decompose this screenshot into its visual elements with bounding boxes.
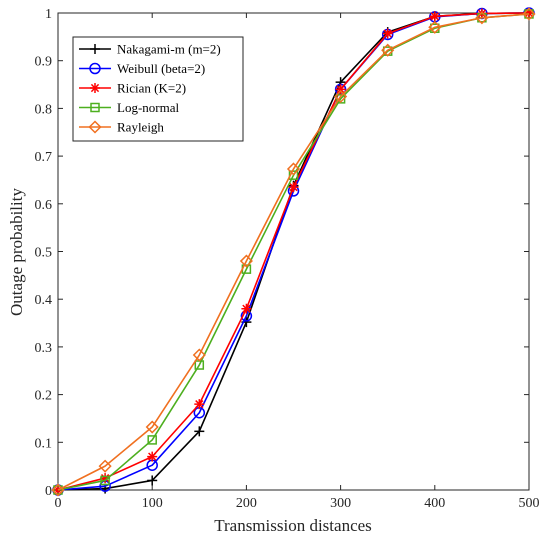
data-point	[192, 348, 206, 362]
legend-label: Nakagami-m (m=2)	[117, 42, 221, 57]
legend: Nakagami-m (m=2) Weibull (beta=2) Rician (…	[72, 36, 244, 142]
legend-box	[72, 36, 244, 142]
x-tick-label: 300	[330, 496, 351, 511]
data-point	[239, 254, 253, 268]
data-point	[98, 459, 112, 473]
y-tick-label: 1	[45, 7, 52, 22]
series-layer	[51, 7, 536, 497]
data-point	[428, 20, 442, 34]
x-tick-label: 0	[55, 496, 62, 511]
y-axis-label: Outage probability	[7, 188, 26, 316]
data-point	[194, 399, 205, 410]
data-point	[475, 11, 489, 25]
y-tick-label: 0.2	[35, 389, 53, 404]
legend-marker	[89, 62, 101, 75]
y-tick-label: 0.1	[35, 436, 53, 451]
y-tick-label: 0.9	[35, 55, 53, 70]
legend-label: Weibull (beta=2)	[117, 61, 205, 76]
y-tick-label: 0.4	[35, 293, 53, 308]
x-axis-label: Transmission distances	[214, 516, 372, 535]
data-point	[288, 182, 299, 193]
legend-marker	[90, 102, 100, 113]
data-point	[382, 28, 393, 39]
axis-ticks: 0 100 200 300 400 500 0 0.1 0.2 0.3 0.4 0.5 0.6 0.7 0.…	[35, 7, 540, 511]
legend-entry: Rician (K=2)	[79, 81, 186, 96]
y-tick-label: 0	[45, 484, 52, 499]
y-tick-label: 0.3	[35, 341, 53, 356]
data-point	[51, 483, 65, 497]
data-point	[286, 162, 301, 176]
data-point	[194, 426, 205, 437]
legend-label: Log-normal	[117, 100, 179, 115]
data-point	[334, 89, 348, 104]
x-tick-label: 400	[424, 496, 445, 511]
legend-marker	[90, 83, 100, 93]
data-point	[147, 451, 158, 462]
x-tick-label: 500	[519, 496, 540, 511]
x-tick-label: 200	[236, 496, 257, 511]
legend-label: Rayleigh	[117, 120, 164, 135]
data-point	[147, 435, 157, 445]
legend-entry: Rayleigh	[79, 120, 164, 135]
legend-label: Rician (K=2)	[117, 81, 186, 96]
y-tick-label: 0.7	[35, 150, 53, 165]
x-tick-label: 100	[142, 496, 163, 511]
y-tick-label: 0.8	[35, 102, 53, 117]
data-point	[335, 84, 346, 95]
series-line	[57, 13, 530, 491]
data-point	[241, 303, 252, 314]
data-point	[381, 43, 395, 57]
legend-marker	[88, 120, 102, 134]
data-point	[145, 420, 159, 434]
legend-entry: Weibull (beta=2)	[79, 61, 205, 76]
data-point	[522, 7, 536, 21]
legend-entry: Nakagami-m (m=2)	[79, 42, 221, 57]
data-point	[53, 485, 63, 495]
data-point	[147, 475, 158, 486]
legend-entry: Log-normal	[79, 100, 179, 115]
series-4	[51, 7, 536, 497]
data-point	[100, 475, 110, 486]
y-tick-label: 0.6	[35, 198, 53, 213]
data-point	[429, 11, 440, 22]
y-tick-label: 0.5	[35, 246, 53, 261]
legend-marker	[90, 44, 100, 54]
